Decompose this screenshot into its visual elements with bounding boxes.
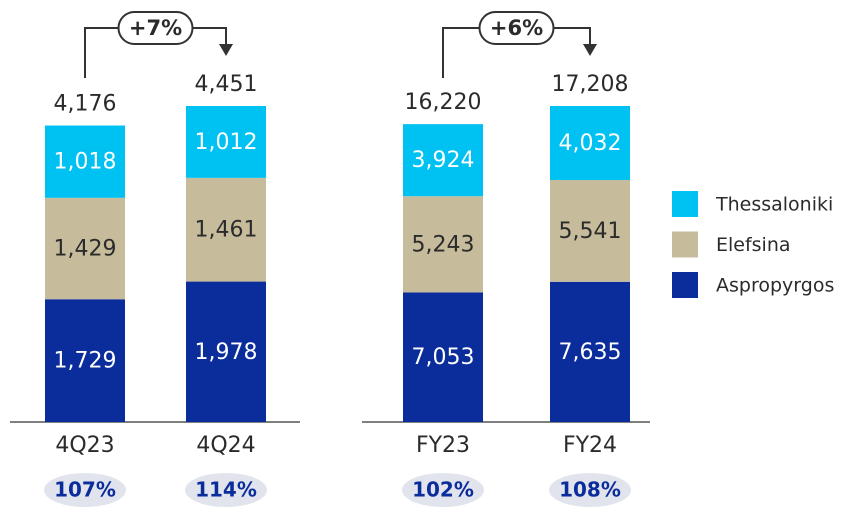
arrow-head (219, 44, 233, 56)
bar-segment (550, 281, 630, 422)
value-label: 7,053 (412, 345, 475, 370)
total-label: 16,220 (405, 90, 482, 115)
value-label: 3,924 (412, 148, 475, 173)
total-label: 17,208 (552, 72, 629, 97)
legend-swatch (672, 231, 698, 258)
legend-label: Aspropyrgos (716, 275, 834, 297)
bar-segment (550, 180, 630, 282)
value-label: 1,978 (195, 340, 258, 365)
bar-segment (45, 299, 125, 422)
bar-segment (403, 196, 483, 293)
bar-segment (550, 106, 630, 181)
bar-segment (186, 177, 266, 282)
bar-segment (403, 292, 483, 422)
value-label: 1,018 (54, 150, 117, 175)
bar-segment (186, 106, 266, 178)
arrow-head (583, 44, 597, 56)
x-tick-label: FY23 (416, 433, 470, 458)
growth-label: +7% (129, 16, 182, 40)
x-tick-label: 4Q23 (55, 433, 114, 458)
value-label: 7,635 (559, 340, 622, 365)
growth-label: +6% (490, 16, 543, 40)
x-tick-label: FY24 (563, 433, 617, 458)
legend-swatch (672, 191, 698, 217)
bar-segment (45, 197, 125, 300)
x-tick-label: 4Q24 (196, 433, 255, 458)
legend-label: Elefsina (716, 234, 791, 256)
bottom-label: 108% (559, 478, 621, 502)
bottom-label: 102% (412, 478, 474, 502)
value-label: 1,429 (54, 237, 117, 262)
bar-segment (186, 281, 266, 422)
legend-label: Thessaloniki (715, 194, 833, 216)
value-label: 1,461 (195, 218, 258, 243)
pill (44, 473, 126, 507)
growth-pill (117, 11, 194, 45)
total-label: 4,176 (54, 92, 117, 117)
growth-pill (478, 11, 555, 45)
pill (549, 473, 631, 507)
legend-swatch (672, 272, 698, 298)
value-label: 4,032 (559, 131, 622, 156)
value-label: 5,243 (412, 232, 475, 257)
pill (185, 473, 267, 507)
total-label: 4,451 (195, 72, 258, 97)
value-label: 1,729 (54, 349, 117, 374)
bar-segment (45, 125, 125, 198)
value-label: 1,012 (195, 130, 258, 155)
bottom-label: 114% (195, 478, 257, 502)
bottom-label: 107% (54, 478, 116, 502)
value-label: 5,541 (559, 219, 622, 244)
bar-segment (403, 124, 483, 197)
pill (402, 473, 484, 507)
